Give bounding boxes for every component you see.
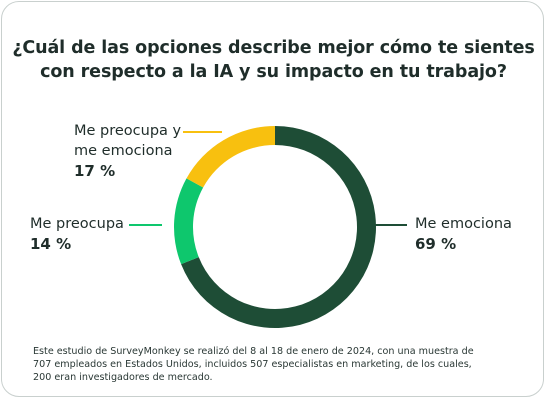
slice-me-preocupa-y-me-emociona [186, 126, 275, 188]
label-ambos-line-2: me emociona [74, 143, 173, 159]
chart-title-line-2: con respecto a la IA y su impacto en tu … [40, 62, 507, 82]
label-emociona-percent: 69 % [415, 235, 457, 253]
label-preocupa-name: Me preocupa [30, 216, 124, 232]
footnote-line-1: Este estudio de SurveyMonkey se realizó … [33, 346, 474, 357]
chart-title-line-1: ¿Cuál de las opciones describe mejor cóm… [12, 38, 535, 58]
label-ambos-percent: 17 % [74, 162, 116, 180]
label-emociona-name: Me emociona [415, 216, 512, 232]
label-me-emociona: Me emociona 69 % [415, 214, 512, 254]
label-ambos-line-1: Me preocupa y [74, 123, 182, 139]
label-preocupa-percent: 14 % [30, 235, 72, 253]
footnote-line-2: 707 empleados en Estados Unidos, incluid… [33, 359, 472, 370]
chart-title: ¿Cuál de las opciones describe mejor cóm… [2, 36, 543, 84]
footnote: Este estudio de SurveyMonkey se realizó … [33, 345, 533, 384]
label-me-preocupa-y-me-emociona: Me preocupa y me emociona 17 % [74, 121, 181, 181]
leader-lines [129, 131, 407, 226]
donut-chart [129, 126, 407, 328]
donut-slices [173, 126, 376, 328]
slice-me-preocupa [173, 178, 204, 265]
footnote-line-3: 200 eran investigadores de mercado. [33, 372, 213, 383]
label-me-preocupa: Me preocupa 14 % [30, 214, 124, 254]
